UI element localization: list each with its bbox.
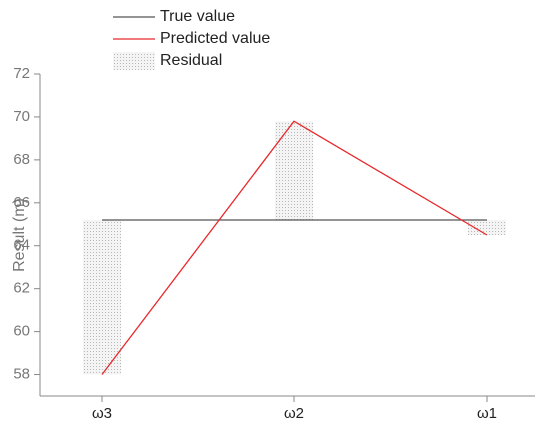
x-tick-label: ω1 [477, 405, 497, 422]
residual-bar [468, 219, 506, 235]
x-tick-label: ω3 [92, 405, 112, 422]
series-line [101, 120, 488, 375]
y-tick-label: 60 [13, 323, 30, 340]
y-tick-label: 58 [13, 366, 30, 383]
y-tick-label: 68 [13, 151, 30, 168]
y-tick-label: 70 [13, 108, 30, 125]
y-tick-label: 62 [13, 280, 30, 297]
y-tick-label: 72 [13, 65, 30, 82]
legend-label: True value [160, 8, 235, 25]
y-axis-label: Result (m) [11, 198, 28, 272]
residual-bar [83, 219, 121, 375]
y-tick-label: 64 [13, 237, 30, 254]
residual-bar [275, 121, 313, 220]
legend-label: Predicted value [160, 30, 270, 47]
legend-label: Residual [160, 52, 222, 69]
y-tick-label: 66 [13, 194, 30, 211]
legend-swatch [113, 52, 155, 70]
x-tick-label: ω2 [284, 405, 304, 422]
